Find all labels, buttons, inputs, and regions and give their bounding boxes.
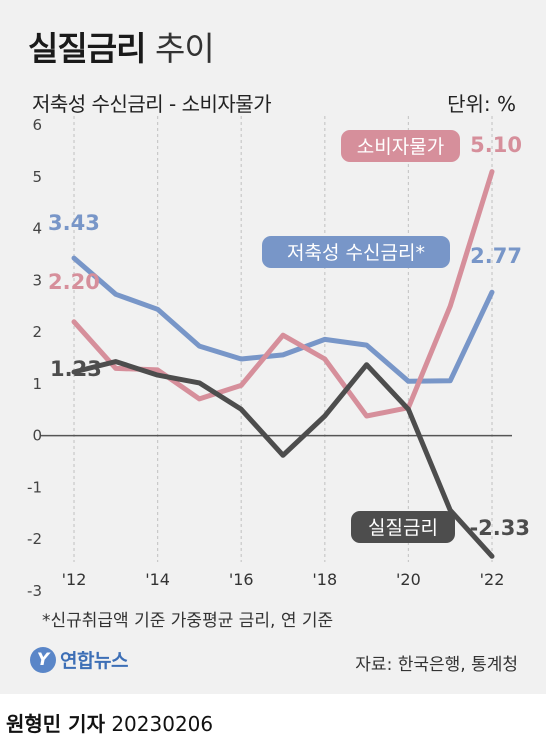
reporter-name: 원형민 기자 (6, 712, 105, 736)
legend-deposit-bg (262, 236, 450, 268)
data-label-deposit-start: 3.43 (48, 211, 100, 235)
y-tick-label: 4 (32, 220, 42, 238)
legend-cpi-bg (341, 130, 460, 162)
source-note: 자료: 한국은행, 통계청 (355, 655, 518, 675)
x-tick-label: '14 (145, 570, 170, 589)
data-label-cpi-start: 2.20 (48, 270, 100, 294)
yonhap-logo: Y 연합뉴스 (30, 646, 128, 673)
unit-label: 단위: % (447, 92, 516, 116)
x-tick-label: '12 (62, 570, 87, 589)
y-tick-label: 0 (32, 427, 42, 445)
x-tick-label: '20 (396, 570, 421, 589)
line-chart: -3 -2 -1 0 1 2 3 4 5 6 '12 '14 '16 '18 '20 '22 3.43 2.20 1… (27, 116, 530, 600)
data-label-real-start: 1.23 (50, 357, 102, 381)
y-tick-label: -3 (27, 582, 42, 600)
logo-mark-icon: Y (30, 646, 56, 673)
byline-date: 20230206 (111, 712, 214, 736)
y-tick-label: 5 (32, 168, 42, 186)
y-tick-label: -2 (27, 530, 42, 548)
footnote: *신규취급액 기준 가중평균 금리, 연 기준 (42, 611, 334, 631)
y-tick-label: 3 (32, 271, 42, 289)
legend-real-bg (351, 511, 455, 543)
x-tick-label: '18 (312, 570, 337, 589)
x-tick-label: '22 (480, 570, 505, 589)
title-sub: 추이 (154, 29, 215, 68)
data-label-cpi-end: 5.10 (470, 133, 522, 157)
chart-subtitle: 저축성 수신금리 - 소비자물가 (32, 92, 272, 116)
page-title: 실질금리 추이 (28, 22, 215, 70)
series-line-real (71, 359, 495, 559)
data-label-real-end: -2.33 (469, 516, 530, 540)
legend-cpi-label: 소비자물가 (357, 136, 444, 158)
y-tick-label: 1 (32, 375, 42, 393)
legend-real-label: 실질금리 (368, 517, 438, 539)
byline: 원형민 기자 20230206 (6, 708, 213, 737)
title-main: 실질금리 (28, 29, 146, 68)
y-tick-label: -1 (27, 478, 42, 496)
y-tick-label: 6 (32, 116, 42, 134)
logo-text: 연합뉴스 (60, 650, 128, 672)
series-line-deposit (71, 255, 495, 384)
legend-deposit-label: 저축성 수신금리* (287, 242, 425, 264)
data-label-deposit-end: 2.77 (470, 244, 522, 268)
x-tick-label: '16 (229, 570, 254, 589)
y-tick-label: 2 (32, 323, 42, 341)
